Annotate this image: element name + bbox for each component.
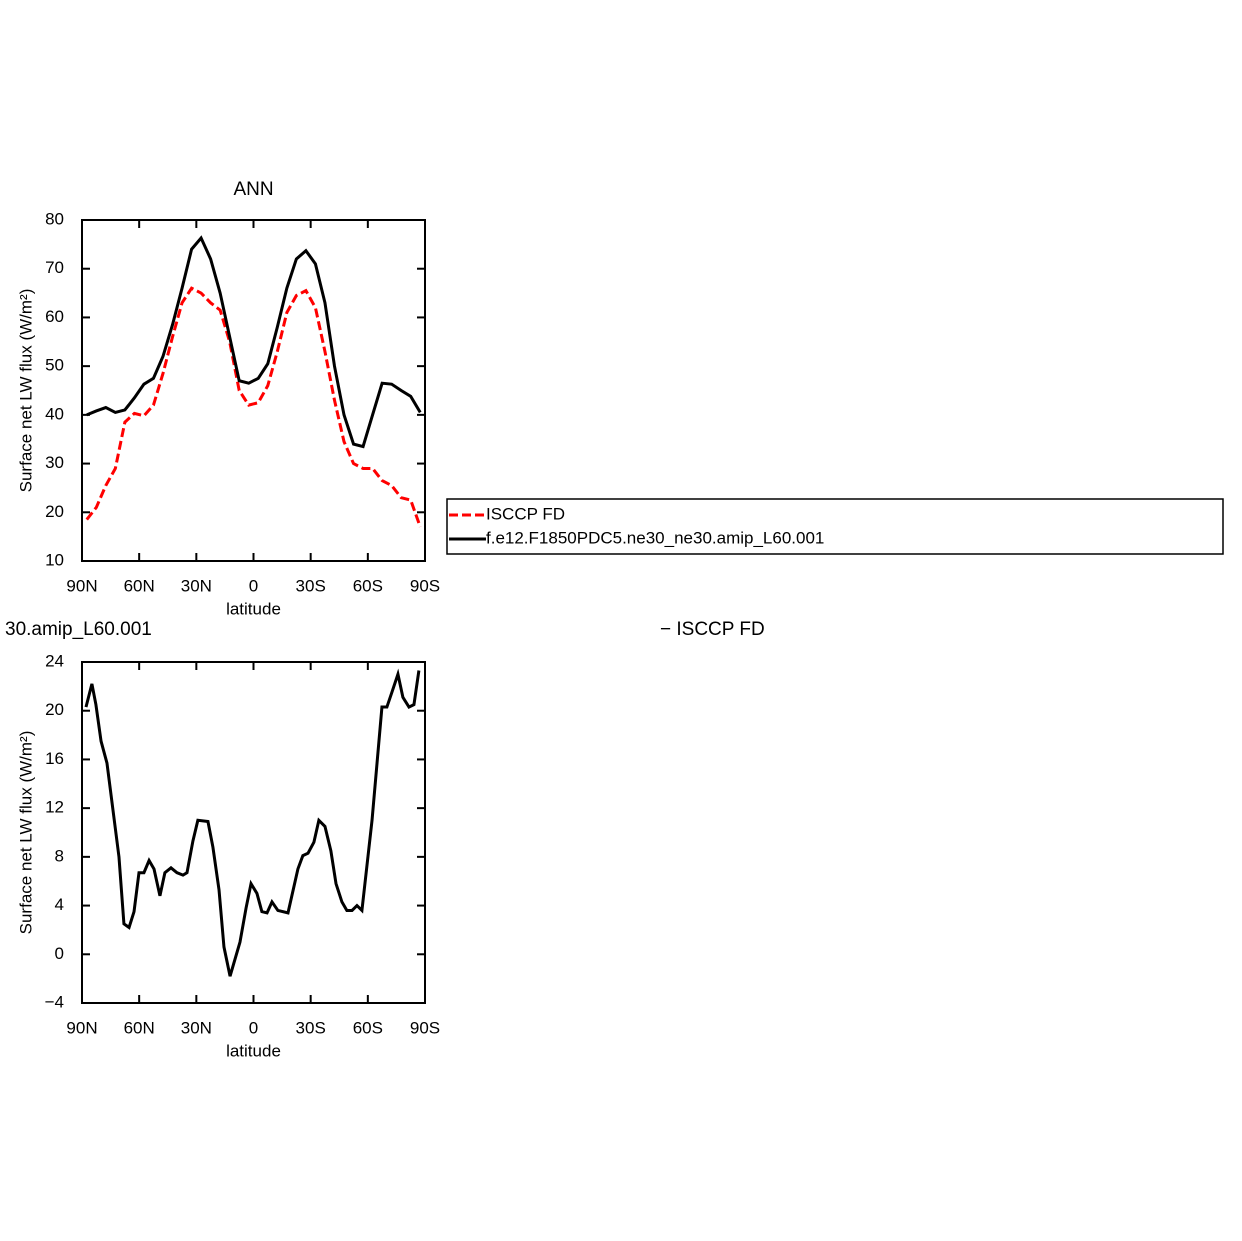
y-tick-label: 20	[45, 502, 64, 521]
line-series	[85, 286, 422, 528]
y-tick-label: 4	[55, 895, 64, 914]
x-tick-label: 0	[249, 576, 258, 595]
x-tick-label: 90S	[410, 1018, 440, 1037]
x-axis-label: latitude	[226, 599, 281, 618]
chart-title: ANN	[233, 179, 273, 200]
chart-title-left: 30.amip_L60.001	[5, 619, 152, 640]
x-tick-label: 30S	[296, 1018, 326, 1037]
x-tick-label: 60N	[124, 576, 155, 595]
x-axis-label: latitude	[226, 1041, 281, 1060]
y-tick-label: 20	[45, 700, 64, 719]
line-series	[86, 235, 422, 449]
x-tick-label: 30N	[181, 1018, 212, 1037]
legend-box	[446, 498, 1224, 555]
legend-label: ISCCP FD	[486, 504, 565, 523]
y-tick-label: 40	[45, 404, 64, 423]
x-tick-label: 30S	[296, 576, 326, 595]
y-tick-label: 8	[55, 846, 64, 865]
y-tick-label: 30	[45, 453, 64, 472]
x-tick-label: 60S	[353, 1018, 383, 1037]
y-tick-label: 12	[45, 798, 64, 817]
y-tick-label: 60	[45, 307, 64, 326]
y-tick-label: 16	[45, 749, 64, 768]
x-tick-label: 90N	[66, 576, 97, 595]
y-tick-label: 0	[55, 944, 64, 963]
y-axis-label: Surface net LW flux (W/m²)	[16, 731, 35, 935]
y-tick-label: 70	[45, 258, 64, 277]
x-tick-label: 60S	[353, 576, 383, 595]
x-tick-label: 30N	[181, 576, 212, 595]
x-tick-label: 90N	[66, 1018, 97, 1037]
plot-frame	[81, 219, 426, 562]
x-tick-label: 0	[249, 1018, 258, 1037]
chart-title-right: − ISCCP FD	[660, 619, 765, 640]
x-tick-label: 60N	[124, 1018, 155, 1037]
y-tick-label: 80	[45, 209, 64, 228]
line-series	[84, 668, 421, 977]
y-tick-label: 50	[45, 356, 64, 375]
x-tick-label: 90S	[410, 576, 440, 595]
y-tick-label: −4	[45, 992, 64, 1011]
legend-label: f.e12.F1850PDC5.ne30_ne30.amip_L60.001	[486, 528, 824, 547]
y-tick-label: 10	[45, 550, 64, 569]
plot-frame	[81, 661, 426, 1004]
y-axis-label: Surface net LW flux (W/m²)	[16, 289, 35, 493]
y-tick-label: 24	[45, 651, 64, 670]
